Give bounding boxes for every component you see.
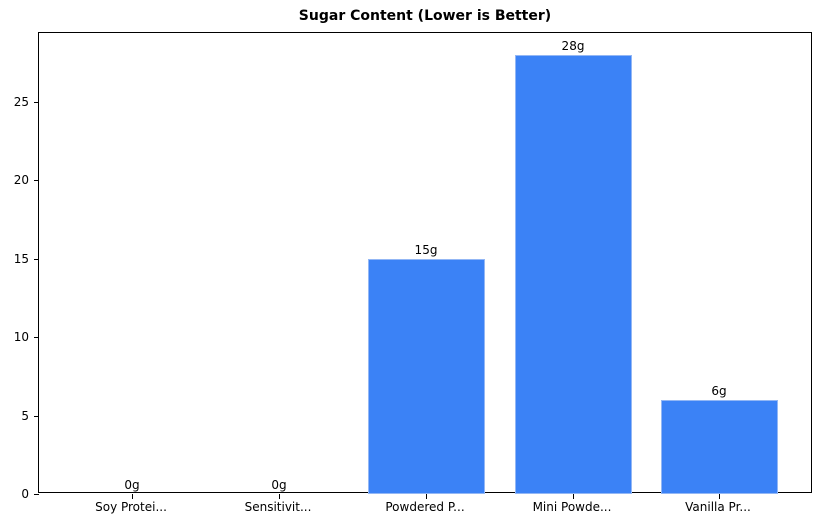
x-tick-label: Sensitivit...: [244, 500, 312, 514]
x-tick: [719, 494, 720, 499]
x-tick-label: Powdered P...: [385, 500, 465, 514]
y-tick-label: 15: [13, 251, 29, 266]
bar: [367, 258, 485, 494]
x-tick: [132, 494, 133, 499]
y-tick-label: 25: [13, 94, 29, 109]
bar: [514, 54, 632, 494]
y-tick: [34, 101, 39, 103]
plot-area: 0 5 10 15 20 25 0g 0g 15g 28g 6g: [14, 32, 812, 501]
y-tick-label: 10: [13, 330, 29, 345]
bar-value-label: 15g: [414, 242, 438, 257]
bar-value-label: 0g: [271, 478, 287, 492]
y-tick-label: 20: [13, 173, 29, 188]
y-tick: [34, 337, 39, 339]
chart-title: Sugar Content (Lower is Better): [298, 8, 552, 24]
x-tick-label: Vanilla Pr...: [685, 500, 751, 514]
y-tick: [34, 415, 39, 417]
x-tick-label: Mini Powde...: [532, 500, 612, 514]
bar-value-label: 28g: [561, 38, 585, 53]
x-tick: [279, 494, 280, 499]
y-tick: [34, 494, 39, 495]
x-tick: [426, 494, 427, 499]
y-tick-label: 0: [21, 487, 29, 501]
bar: [660, 399, 778, 494]
y-tick: [34, 258, 39, 260]
y-tick: [34, 180, 39, 182]
y-tick-label: 5: [21, 408, 29, 423]
bar-value-label: 0g: [124, 478, 140, 492]
x-tick: [573, 494, 574, 499]
x-tick-label: Soy Protei...: [95, 500, 167, 514]
bar-value-label: 6g: [711, 383, 727, 398]
